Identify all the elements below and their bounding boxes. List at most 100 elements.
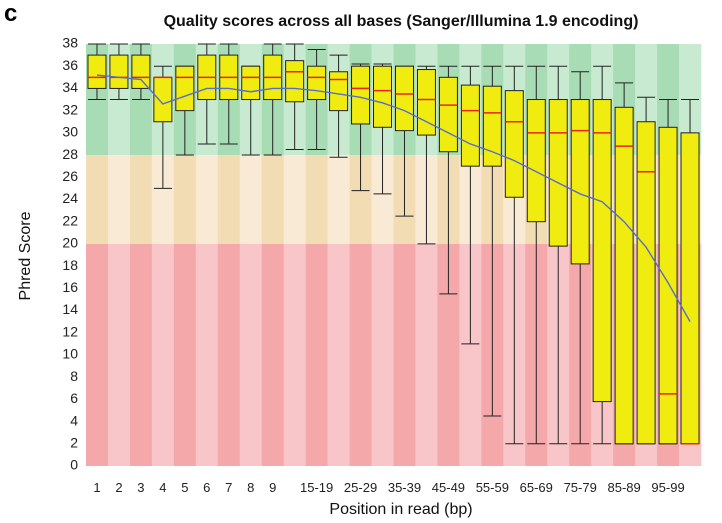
y-tick-label: 28	[62, 146, 78, 162]
zone-poor-band	[261, 243, 284, 466]
x-tick-label: 6	[203, 480, 210, 495]
mean-line-group	[96, 74, 691, 322]
zone-poor-band	[129, 243, 153, 466]
zone-reasonable-band	[283, 155, 306, 244]
y-tick-label: 18	[62, 257, 78, 273]
y-tick-label: 2	[70, 434, 78, 450]
zone-poor-band	[459, 243, 482, 466]
x-tick-label: 15-19	[300, 480, 333, 495]
iqr-box	[570, 99, 590, 265]
x-tick-label: 4	[159, 480, 166, 495]
x-tick-label: 35-39	[388, 480, 421, 495]
x-tick-label: 75-79	[564, 480, 597, 495]
zone-reasonable-band	[129, 155, 153, 244]
y-tick-label: 14	[62, 301, 78, 317]
iqr-box	[109, 54, 129, 89]
zone-poor-band	[393, 243, 416, 466]
y-tick-label: 34	[62, 79, 78, 95]
zone-poor-band	[173, 243, 197, 466]
zone-reasonable-band	[151, 155, 175, 244]
zone-reasonable-band	[239, 155, 263, 244]
x-tick-label: 45-49	[432, 480, 465, 495]
iqr-box	[548, 99, 568, 247]
iqr-box	[482, 85, 502, 167]
iqr-box	[592, 99, 612, 403]
box-65-69	[526, 65, 546, 445]
zone-poor-band	[327, 243, 350, 466]
x-axis-label: Position in read (bp)	[329, 501, 472, 518]
zone-reasonable-band	[261, 155, 284, 244]
y-tick-label: 38	[62, 35, 78, 51]
zone-reasonable-band	[327, 155, 350, 244]
y-tick-label: 24	[62, 190, 78, 206]
zone-poor-band	[195, 243, 219, 466]
iqr-box	[373, 65, 393, 128]
zone-poor-band	[107, 243, 131, 466]
x-tick-label: 95-99	[651, 480, 684, 495]
zone-poor-band	[86, 243, 109, 466]
iqr-box	[680, 132, 700, 445]
y-tick-label: 36	[62, 57, 78, 73]
zone-reasonable-band	[173, 155, 197, 244]
iqr-box	[460, 84, 480, 167]
y-tick-label: 12	[62, 323, 78, 339]
zone-reasonable-band	[107, 155, 131, 244]
box-35-39	[394, 65, 414, 217]
iqr-box	[285, 60, 305, 103]
box-1	[87, 43, 107, 101]
box-100	[680, 99, 700, 445]
iqr-box	[394, 65, 414, 132]
iqr-box	[504, 90, 524, 198]
y-tick-label: 22	[62, 212, 78, 228]
y-tick-label: 0	[70, 457, 78, 473]
x-tick-label: 1	[93, 480, 100, 495]
box-30-34	[373, 63, 393, 195]
zone-reasonable-band	[349, 155, 372, 244]
x-tick-label: 2	[115, 480, 122, 495]
zone-poor-band	[349, 243, 372, 466]
zone-reasonable-band	[195, 155, 219, 244]
x-tick-label: 7	[225, 480, 232, 495]
iqr-box	[241, 65, 261, 101]
y-axis-label: Phred Score	[17, 211, 34, 300]
iqr-box	[307, 65, 327, 101]
x-tick-label: 3	[137, 480, 144, 495]
y-tick-label: 26	[62, 168, 78, 184]
zone-reasonable-band	[217, 155, 241, 244]
x-tick-label: 9	[269, 480, 276, 495]
y-tick-label: 6	[70, 390, 78, 406]
iqr-box	[438, 76, 458, 153]
box-80-84	[592, 65, 612, 445]
zone-poor-band	[371, 243, 394, 466]
iqr-box	[658, 126, 678, 445]
box-70-74	[548, 65, 568, 445]
zone-reasonable-band	[305, 155, 328, 244]
zone-poor-band	[437, 243, 460, 466]
y-tick-label: 16	[62, 279, 78, 295]
zone-poor-band	[217, 243, 241, 466]
zone-poor-band	[305, 243, 328, 466]
box-45-49	[438, 65, 458, 295]
y-tick-label: 30	[62, 124, 78, 140]
x-tick-label: 65-69	[520, 480, 553, 495]
y-tick-label: 20	[62, 235, 78, 251]
iqr-box	[636, 121, 656, 445]
zone-poor-band	[283, 243, 306, 466]
zone-reasonable-band	[371, 155, 394, 244]
iqr-box	[526, 99, 546, 223]
iqr-box	[131, 54, 151, 89]
box-55-59	[482, 65, 502, 417]
box-20-24	[329, 54, 349, 158]
box-90-94	[636, 96, 656, 445]
iqr-box	[175, 65, 195, 112]
iqr-box	[351, 65, 371, 125]
iqr-box	[87, 54, 107, 89]
box-75-79	[570, 71, 590, 445]
zone-reasonable-band	[86, 155, 109, 244]
box-95-99	[658, 99, 678, 445]
iqr-box	[614, 106, 634, 445]
boxes	[87, 43, 700, 445]
zone-poor-band	[239, 243, 263, 466]
